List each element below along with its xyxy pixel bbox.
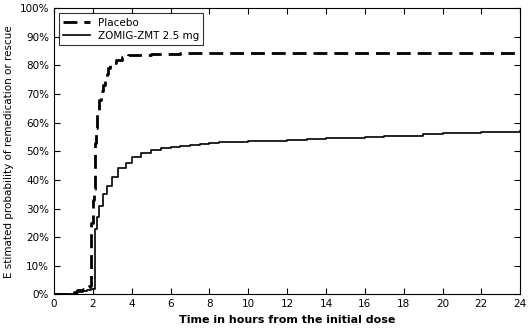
ZOMIG-ZMT 2.5 mg xyxy=(216,141,222,145)
ZOMIG-ZMT 2.5 mg xyxy=(517,129,524,133)
ZOMIG-ZMT 2.5 mg xyxy=(303,138,310,142)
Placebo xyxy=(517,51,524,55)
ZOMIG-ZMT 2.5 mg xyxy=(93,227,100,231)
Line: Placebo: Placebo xyxy=(54,53,520,294)
ZOMIG-ZMT 2.5 mg xyxy=(74,291,81,295)
ZOMIG-ZMT 2.5 mg xyxy=(88,287,94,291)
Y-axis label: E stimated probability of remedication or rescue: E stimated probability of remedication o… xyxy=(4,25,14,278)
ZOMIG-ZMT 2.5 mg xyxy=(342,136,348,139)
Placebo xyxy=(99,89,106,93)
Placebo xyxy=(323,51,329,55)
Placebo xyxy=(96,98,102,102)
Placebo xyxy=(88,221,94,225)
Placebo xyxy=(96,112,102,116)
Legend: Placebo, ZOMIG-ZMT 2.5 mg: Placebo, ZOMIG-ZMT 2.5 mg xyxy=(59,13,203,45)
X-axis label: Time in hours from the initial dose: Time in hours from the initial dose xyxy=(179,315,396,325)
Placebo xyxy=(51,292,57,296)
Placebo xyxy=(113,58,119,62)
ZOMIG-ZMT 2.5 mg xyxy=(51,292,57,296)
Line: ZOMIG-ZMT 2.5 mg: ZOMIG-ZMT 2.5 mg xyxy=(54,131,520,294)
Placebo xyxy=(439,51,446,55)
